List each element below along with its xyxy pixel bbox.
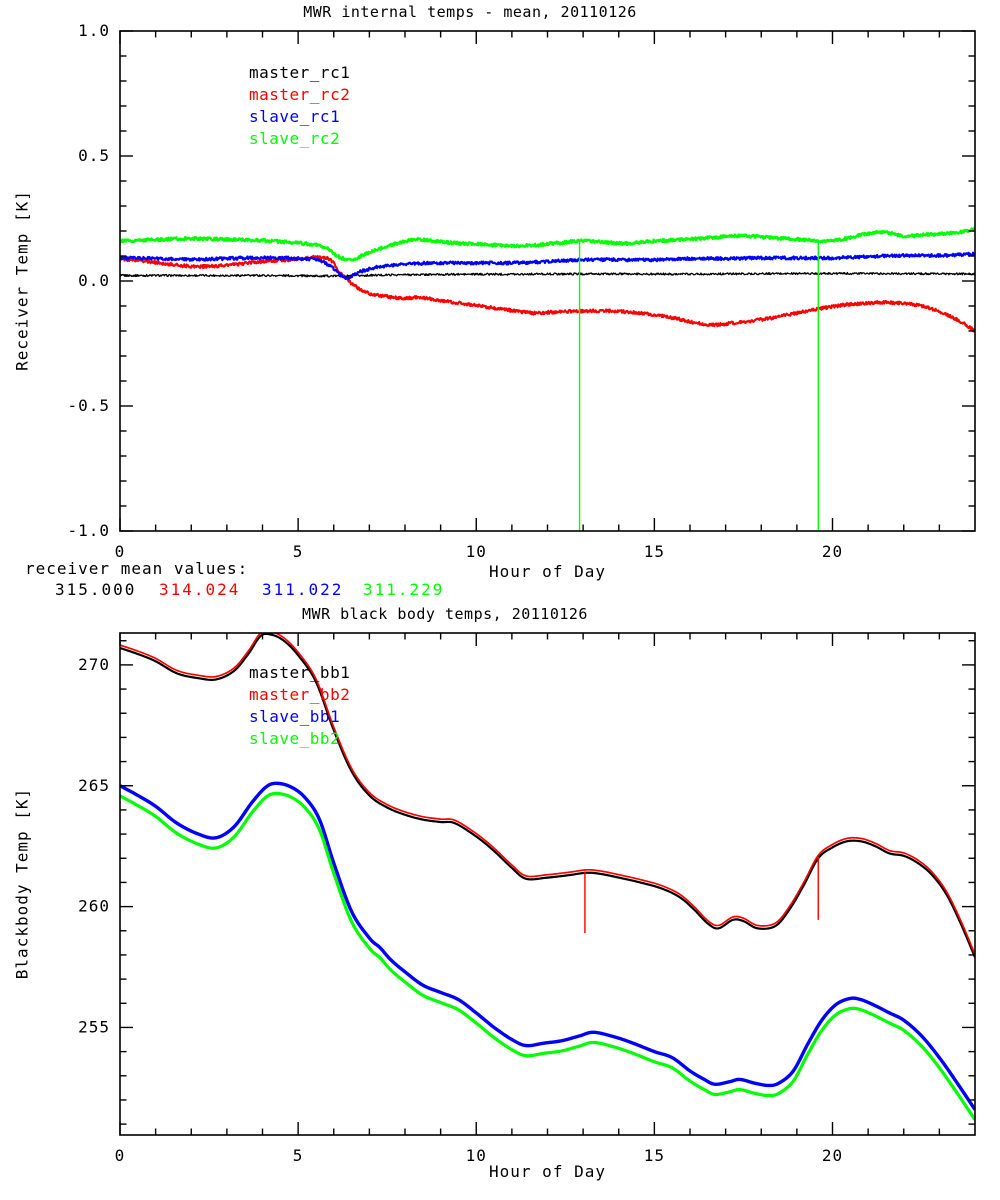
- y-axis-label-bottom: Blackbody Temp [K]: [12, 787, 32, 980]
- series-master_rc2: [120, 254, 975, 333]
- x-tick-label: 15: [644, 1146, 665, 1165]
- x-axis-label-bottom: Hour of Day: [489, 1162, 606, 1181]
- chart-title-receiver: MWR internal temps - mean, 20110126: [303, 3, 637, 21]
- y-tick-label: 260: [78, 897, 110, 916]
- y-tick-label: 0.0: [78, 271, 110, 290]
- legend-item-slave-bb2: slave_bb2: [249, 729, 341, 748]
- receiver-mean-slave-rc1: 311.022: [262, 580, 344, 599]
- y-tick-label: 265: [78, 776, 110, 795]
- x-tick-label: 15: [644, 542, 665, 561]
- series-slave_bb1: [120, 781, 975, 1111]
- x-tick-label: 0: [115, 542, 126, 561]
- legend-item-master-bb1: master_bb1: [249, 663, 351, 682]
- y-tick-label: 270: [78, 655, 110, 674]
- x-tick-label: 20: [822, 542, 843, 561]
- legend-item-master-bb2: master_bb2: [249, 685, 351, 704]
- x-tick-label: 5: [293, 542, 304, 561]
- y-axis-label-top: Receiver Temp [K]: [12, 190, 32, 371]
- chart-title-blackbody: MWR black body temps, 20110126: [302, 605, 588, 623]
- receiver-mean-master-rc1: 315.000: [55, 580, 137, 599]
- legend-item-master-rc2: master_rc2: [249, 85, 351, 104]
- receiver-temp-chart: 0 5 10 15 20 -1.0 -0.5 0.0 0.5 1.0: [67, 21, 976, 561]
- receiver-mean-master-rc2: 314.024: [159, 580, 241, 599]
- x-tick-label: 20: [822, 1146, 843, 1165]
- series-slave_rc1: [120, 251, 975, 281]
- y-tick-label: -0.5: [67, 396, 110, 415]
- y-tick-label: 0.5: [78, 146, 110, 165]
- x-tick-label: 5: [293, 1146, 304, 1165]
- series-slave_rc2: [120, 227, 975, 262]
- legend-item-slave-bb1: slave_bb1: [249, 707, 341, 726]
- series-master_rc1: [120, 271, 975, 278]
- axis-ticks: 0 5 10 15 20 255 260 265 270: [78, 633, 975, 1165]
- legend-item-slave-rc2: slave_rc2: [249, 129, 341, 148]
- y-tick-label: 255: [78, 1017, 110, 1036]
- receiver-mean-values-label: receiver mean values:: [25, 559, 249, 578]
- plot-area: [120, 633, 975, 1121]
- x-tick-label: 10: [466, 1146, 487, 1165]
- legend-item-slave-rc1: slave_rc1: [249, 107, 341, 126]
- y-tick-label: -1.0: [67, 521, 110, 540]
- blackbody-temp-chart: 0 5 10 15 20 255 260 265 270: [78, 632, 976, 1165]
- x-tick-label: 0: [115, 1146, 126, 1165]
- series-master_bb2: [120, 633, 975, 955]
- legend-item-master-rc1: master_rc1: [249, 63, 351, 82]
- x-axis-label-top: Hour of Day: [489, 562, 606, 581]
- y-tick-label: 1.0: [78, 21, 110, 40]
- plot-area: [120, 227, 975, 333]
- x-tick-label: 10: [466, 542, 487, 561]
- axis-ticks: 0 5 10 15 20 -1.0 -0.5 0.0 0.5 1.0: [67, 21, 975, 561]
- series-master_bb1: [120, 633, 975, 958]
- series-slave_bb2: [120, 791, 975, 1121]
- receiver-mean-slave-rc2: 311.229: [363, 580, 445, 599]
- axes-frame: [119, 30, 976, 532]
